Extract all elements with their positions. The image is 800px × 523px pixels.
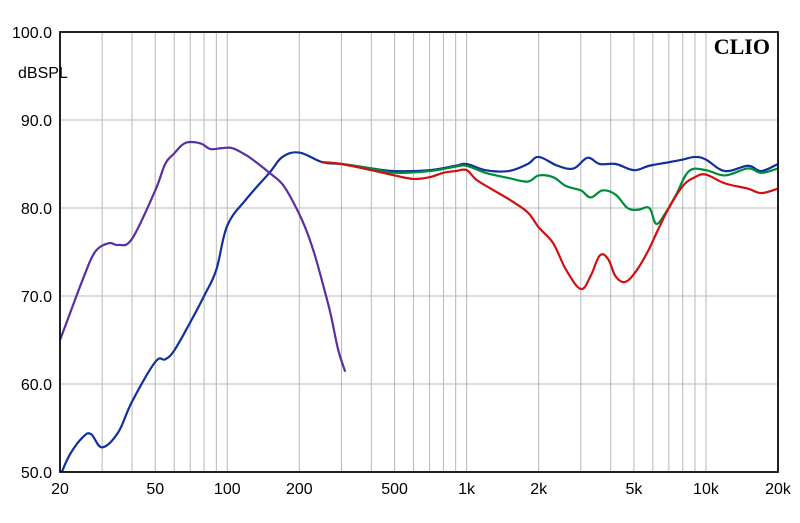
chart-svg: 50.0 60.0 70.0 80.0 90.0 100.0 20 50 100 200 500 1k… bbox=[0, 0, 800, 523]
y-tick-label: 70.0 bbox=[21, 289, 52, 306]
y-tick-label: 80.0 bbox=[21, 201, 52, 218]
x-tick-label: 2k bbox=[530, 481, 548, 498]
x-tick-label: 5k bbox=[625, 481, 643, 498]
x-tick-label: 20 bbox=[51, 481, 69, 498]
x-tick-label: 10k bbox=[693, 481, 720, 498]
y-tick-label: 60.0 bbox=[21, 377, 52, 394]
x-tick-label: 20k bbox=[765, 481, 792, 498]
x-tick-label: 50 bbox=[146, 481, 164, 498]
watermark-text: CLIO bbox=[714, 34, 770, 59]
x-tick-label: 100 bbox=[214, 481, 241, 498]
y-tick-label: 100.0 bbox=[12, 25, 52, 42]
frequency-response-chart: 50.0 60.0 70.0 80.0 90.0 100.0 20 50 100 200 500 1k… bbox=[0, 0, 800, 523]
y-tick-label: 50.0 bbox=[21, 465, 52, 482]
x-tick-label: 500 bbox=[381, 481, 408, 498]
x-tick-label: 1k bbox=[458, 481, 476, 498]
x-tick-label: 200 bbox=[286, 481, 313, 498]
y-tick-label: 90.0 bbox=[21, 113, 52, 130]
